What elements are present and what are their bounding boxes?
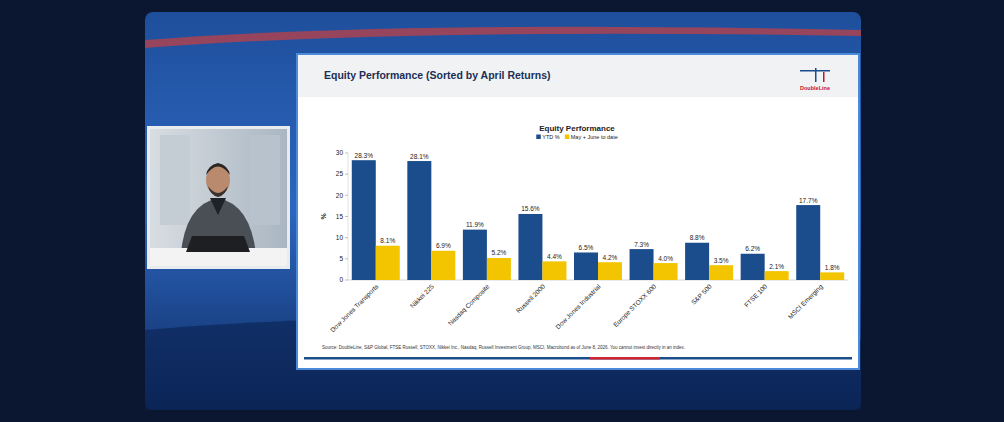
- bar: [542, 261, 566, 280]
- bar: [741, 254, 765, 280]
- source-note: Source: DoubleLine, S&P Global, FTSE Rus…: [322, 345, 685, 350]
- data-label: 4.0%: [658, 255, 673, 262]
- presenter-video: [150, 129, 287, 266]
- bar: [574, 252, 598, 280]
- bar: [376, 246, 400, 280]
- slide-strip: [304, 357, 852, 360]
- bar: [630, 249, 654, 280]
- logo-mark: [800, 70, 830, 72]
- studio-stripe: [145, 27, 861, 48]
- bar: [654, 263, 678, 280]
- x-tick-label: FTSE 100: [743, 282, 769, 308]
- data-labels: 28.3% 8.1% 28.1% 6.9% 11.9% 5.2% 15.6% 4.4% 6.5%…: [355, 152, 840, 271]
- x-tick-label: MSCI Emerging: [787, 282, 825, 320]
- slide-header: [298, 55, 858, 97]
- presenter-frame: [147, 126, 290, 269]
- legend-label: May + June to date: [571, 134, 618, 140]
- bar: [487, 258, 511, 280]
- bar: [407, 161, 431, 280]
- y-tick-label: 5: [339, 255, 343, 262]
- data-label: 4.2%: [603, 254, 618, 261]
- bar: [463, 230, 487, 280]
- x-tick-label: Europe STOXX 600: [612, 282, 658, 328]
- data-label: 3.5%: [714, 257, 729, 264]
- slide-strip: [590, 357, 660, 360]
- canvas: Equity Performance (Sorted by April Retu…: [0, 0, 1004, 422]
- slide-border: [296, 53, 860, 370]
- data-label: 15.6%: [521, 205, 540, 212]
- bar: [431, 251, 455, 280]
- data-label: 17.7%: [799, 197, 818, 204]
- y-tick-label: 20: [336, 192, 344, 199]
- data-label: 5.2%: [491, 249, 506, 256]
- y-tick: [345, 216, 348, 217]
- y-tick-label: 0: [339, 276, 343, 283]
- data-label: 28.1%: [410, 153, 429, 160]
- data-label: 8.1%: [380, 237, 395, 244]
- data-label: 1.8%: [825, 264, 840, 271]
- presenter-hair: [206, 163, 230, 175]
- bar: [518, 214, 542, 280]
- bar: [352, 160, 376, 280]
- y-tick: [345, 280, 348, 281]
- bars: [352, 160, 844, 280]
- window: [160, 135, 190, 225]
- legend-swatch: [536, 135, 541, 140]
- y-tick: [345, 237, 348, 238]
- x-tick-label: Dow Jones Transports: [329, 282, 381, 334]
- bar: [820, 272, 844, 280]
- data-label: 7.3%: [634, 241, 649, 248]
- y-tick: [345, 195, 348, 196]
- legend-swatch: [565, 135, 570, 140]
- data-label: 28.3%: [355, 152, 374, 159]
- window: [250, 135, 280, 225]
- laptop: [186, 236, 250, 252]
- x-tick-label: Nasdaq Composite: [447, 282, 492, 327]
- x-tick-label: Russell 2000: [515, 282, 547, 314]
- slide: [298, 55, 858, 368]
- x-tick-label: Nikkei 225: [409, 282, 436, 309]
- y-tick-label: 10: [336, 234, 344, 241]
- y-tick: [345, 153, 348, 154]
- background: [0, 0, 1004, 422]
- studio-panel: [145, 12, 861, 410]
- slide-title: Equity Performance (Sorted by April Retu…: [324, 69, 551, 81]
- bar: [709, 265, 733, 280]
- chart-title: Equity Performance: [539, 124, 615, 133]
- data-label: 2.1%: [769, 263, 784, 270]
- logo-mark: [823, 72, 825, 82]
- bar: [598, 262, 622, 280]
- data-label: 4.4%: [547, 253, 562, 260]
- legend: YTD % May + June to date: [536, 134, 617, 140]
- logo-text: DoubleLine: [800, 85, 830, 91]
- data-label: 8.8%: [690, 234, 705, 241]
- y-tick-label: 15: [336, 213, 344, 220]
- presenter-beard: [208, 186, 228, 197]
- y-tick: [345, 174, 348, 175]
- data-label: 6.2%: [745, 245, 760, 252]
- presenter-shirt: [210, 198, 226, 215]
- data-label: 11.9%: [466, 221, 484, 228]
- y-tick: [345, 258, 348, 259]
- data-label: 6.9%: [436, 242, 451, 249]
- y-tick-label: 30: [336, 149, 344, 156]
- y-tick-label: 25: [336, 170, 344, 177]
- y-axis-title: %: [320, 213, 327, 220]
- data-label: 6.5%: [579, 244, 594, 251]
- x-tick-label: Dow Jones Industrial: [554, 282, 602, 330]
- x-tick-label: S&P 500: [690, 282, 713, 305]
- bar: [796, 205, 820, 280]
- bar: [685, 243, 709, 280]
- legend-label: YTD %: [542, 134, 560, 140]
- bar: [765, 271, 789, 280]
